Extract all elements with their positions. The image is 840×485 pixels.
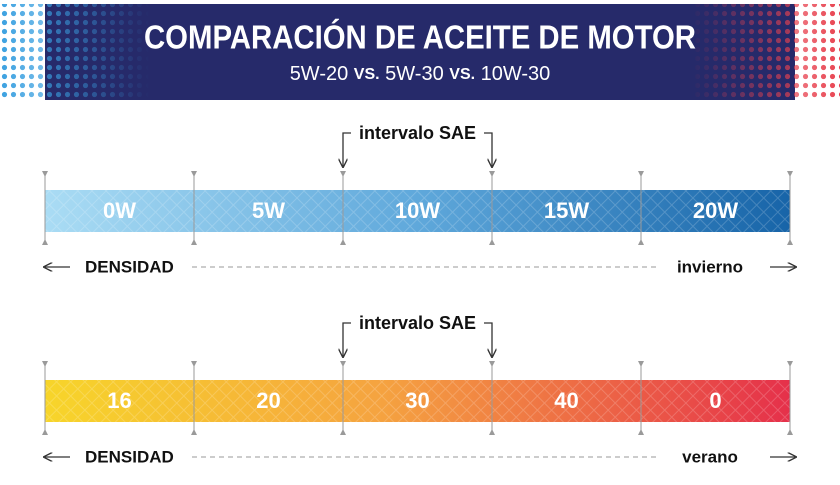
divider-marker bbox=[191, 429, 197, 435]
interval-label: intervalo SAE bbox=[359, 313, 476, 333]
interval-bracket-right bbox=[484, 322, 492, 356]
right-label: verano bbox=[682, 447, 738, 466]
left-label: DENSIDAD bbox=[85, 257, 174, 276]
scale-bar-texture bbox=[45, 380, 790, 422]
divider-marker bbox=[489, 361, 495, 367]
divider-marker bbox=[42, 171, 48, 177]
subtitle-grade: 5W-20 bbox=[290, 63, 349, 85]
interval-bracket-left bbox=[343, 322, 351, 356]
divider-marker bbox=[191, 239, 197, 245]
scale-bar-texture bbox=[45, 190, 790, 232]
divider-marker bbox=[42, 429, 48, 435]
divider-marker bbox=[191, 361, 197, 367]
segment-label: 20 bbox=[256, 388, 280, 413]
header-title: COMPARACIÓN DE ACEITE DE MOTOR bbox=[144, 19, 696, 56]
segment-label: 0W bbox=[103, 198, 136, 223]
left-label: DENSIDAD bbox=[85, 447, 174, 466]
interval-bracket-left bbox=[343, 132, 351, 166]
divider-marker bbox=[787, 171, 793, 177]
segment-label: 10W bbox=[395, 198, 440, 223]
divider-marker bbox=[638, 429, 644, 435]
interval-bracket-right bbox=[484, 132, 492, 166]
divider-marker bbox=[787, 361, 793, 367]
divider-marker bbox=[340, 171, 346, 177]
divider-marker bbox=[340, 361, 346, 367]
header-banner bbox=[45, 4, 795, 100]
header-dots-left bbox=[0, 4, 150, 100]
segment-label: 0 bbox=[709, 388, 721, 413]
segment-label: 5W bbox=[252, 198, 285, 223]
divider-marker bbox=[638, 239, 644, 245]
divider-marker bbox=[489, 429, 495, 435]
subtitle-vs: VS. bbox=[354, 66, 380, 83]
divider-marker bbox=[638, 361, 644, 367]
subtitle-grade: 5W-30 bbox=[385, 63, 444, 85]
subtitle-grade: 10W-30 bbox=[481, 63, 551, 85]
divider-marker bbox=[787, 239, 793, 245]
divider-marker bbox=[42, 361, 48, 367]
divider-marker bbox=[340, 429, 346, 435]
divider-marker bbox=[787, 429, 793, 435]
segment-label: 15W bbox=[544, 198, 589, 223]
segment-label: 16 bbox=[107, 388, 131, 413]
divider-marker bbox=[42, 239, 48, 245]
segment-label: 20W bbox=[693, 198, 738, 223]
header-dots-right bbox=[690, 4, 840, 100]
right-label: invierno bbox=[677, 257, 743, 276]
header-subtitle: 5W-20 VS. 5W-30 VS. 10W-30 bbox=[290, 63, 551, 85]
segment-label: 30 bbox=[405, 388, 429, 413]
divider-marker bbox=[340, 239, 346, 245]
divider-marker bbox=[489, 171, 495, 177]
segment-label: 40 bbox=[554, 388, 578, 413]
divider-marker bbox=[638, 171, 644, 177]
divider-marker bbox=[489, 239, 495, 245]
divider-marker bbox=[191, 171, 197, 177]
subtitle-vs: VS. bbox=[449, 66, 475, 83]
interval-label: intervalo SAE bbox=[359, 123, 476, 143]
